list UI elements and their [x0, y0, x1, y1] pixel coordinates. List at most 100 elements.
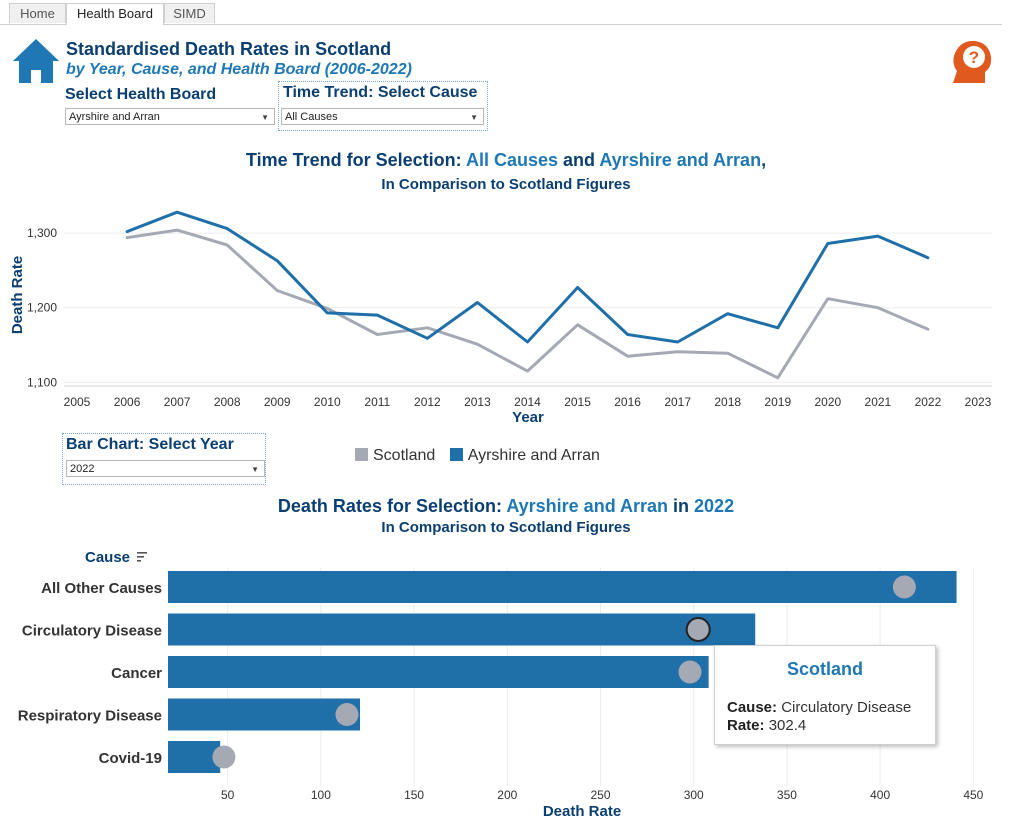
x-axis-label: Death Rate [543, 803, 621, 820]
page-subtitle: by Year, Cause, and Health Board (2006-2… [66, 61, 412, 78]
tab-health-board[interactable]: Health Board [66, 3, 164, 25]
tooltip-rate-value: 302.4 [768, 717, 807, 734]
x-tick-label: 2008 [214, 395, 241, 409]
x-tick-label: 2010 [314, 395, 341, 409]
cause-label: Time Trend: Select Cause [283, 84, 478, 101]
x-tick-label: 50 [221, 788, 235, 802]
bar [168, 698, 361, 731]
sort-icon[interactable] [137, 552, 147, 562]
bar [168, 656, 709, 688]
tab-simd[interactable]: SIMD [164, 3, 215, 23]
scotland-marker [678, 660, 702, 684]
trend-title-and: and [558, 150, 600, 170]
tab-home[interactable]: Home [9, 3, 66, 23]
trend-title-prefix: Time Trend for Selection: [245, 150, 466, 170]
year-select-value: 2022 [70, 463, 95, 475]
y-axis-label: Death Rate [9, 256, 26, 334]
x-tick-label: 350 [777, 788, 797, 802]
x-tick-label: 200 [497, 788, 517, 802]
x-tick-label: 2023 [965, 395, 992, 409]
bar-title-prefix: Death Rates for Selection: [277, 496, 507, 516]
tooltip-rate-label: Rate: [727, 717, 765, 734]
home-icon[interactable] [11, 37, 61, 85]
x-tick-label: 2007 [164, 395, 191, 409]
category-label: Covid-19 [99, 750, 162, 767]
trend-chart-title: Time Trend for Selection: All Causes and… [0, 150, 1012, 171]
scotland-marker [685, 617, 711, 642]
chevron-down-icon: ▼ [470, 113, 478, 122]
x-tick-label: 2021 [865, 395, 892, 409]
x-tick-label: 2005 [64, 395, 91, 409]
health-board-select[interactable]: Ayrshire and Arran ▼ [65, 108, 275, 125]
tooltip-cause-row: Cause: Circulatory Disease [727, 699, 911, 716]
bar-chart-subtitle: In Comparison to Scotland Figures [381, 519, 631, 536]
chevron-down-icon: ▼ [251, 465, 259, 474]
scotland-marker [335, 703, 359, 726]
bar-title-board: Ayrshire and Arran [506, 496, 669, 516]
scotland-marker [212, 745, 236, 769]
bar-title-in: in [668, 496, 695, 516]
x-tick-label: 250 [590, 788, 610, 802]
legend-label-scotland: Scotland [373, 447, 436, 464]
x-tick-label: 2014 [514, 395, 541, 409]
x-tick-label: 2011 [364, 395, 390, 409]
x-tick-label: 2017 [664, 395, 691, 409]
series-line-scotland [125, 228, 930, 380]
category-label: Circulatory Disease [22, 623, 162, 640]
health-board-select-value: Ayrshire and Arran [69, 111, 160, 123]
svg-text:?: ? [969, 48, 979, 67]
category-label: Respiratory Disease [18, 708, 162, 725]
year-control-box [62, 433, 266, 485]
tooltip-cause-value: Circulatory Disease [781, 699, 912, 716]
legend-label-board: Ayrshire and Arran [467, 447, 600, 464]
category-label: All Other Causes [41, 580, 162, 597]
legend-swatch-board[interactable] [449, 448, 463, 461]
x-tick-label: 2006 [114, 395, 141, 409]
cause-control-box [278, 81, 488, 131]
trend-title-board: Ayrshire and Arran [599, 150, 762, 170]
x-tick-label: 2013 [464, 395, 491, 409]
x-axis-label: Year [512, 409, 544, 426]
x-tick-label: 2015 [564, 395, 591, 409]
x-tick-label: 400 [870, 788, 890, 802]
x-tick-label: 2016 [614, 395, 641, 409]
cause-select-value: All Causes [285, 111, 338, 123]
bar-title-year: 2022 [694, 496, 735, 516]
x-tick-label: 300 [684, 788, 704, 802]
x-tick-label: 2018 [714, 395, 741, 409]
year-select[interactable]: 2022 ▼ [66, 460, 265, 477]
year-label: Bar Chart: Select Year [66, 436, 234, 453]
x-tick-label: 450 [963, 788, 983, 802]
x-tick-label: 150 [404, 788, 424, 802]
page-title: Standardised Death Rates in Scotland [66, 39, 392, 59]
bar [168, 571, 957, 603]
bar [168, 613, 756, 646]
y-tick-label: 1,100 [27, 375, 57, 389]
tooltip-cause-label: Cause: [727, 699, 778, 716]
x-tick-label: 2020 [814, 395, 841, 409]
legend: Scotland Ayrshire and Arran [355, 447, 600, 465]
bar [168, 741, 221, 773]
trend-title-cause: All Causes [465, 150, 558, 170]
trend-title-suffix: , [761, 150, 767, 170]
category-label: Cancer [111, 665, 162, 682]
series-line-board [125, 210, 930, 344]
bar-chart-title: Death Rates for Selection: Ayrshire and … [0, 496, 1012, 517]
scotland-marker [892, 575, 916, 599]
y-tick-label: 1,200 [27, 301, 57, 315]
chevron-down-icon: ▼ [261, 113, 269, 122]
x-tick-label: 2009 [264, 395, 291, 409]
cause-axis-label[interactable]: Cause [85, 549, 130, 566]
x-tick-label: 2019 [764, 395, 791, 409]
help-head-icon[interactable]: ? [947, 37, 995, 85]
cause-bar-chart: Cause Death Rate 50 100 150 200 250 300 350 400… [18, 549, 984, 820]
tooltip: Scotland Cause: Circulatory Disease Rate… [714, 645, 936, 745]
tooltip-title: Scotland [786, 659, 863, 679]
y-tick-label: 1,300 [27, 226, 57, 240]
cause-select[interactable]: All Causes ▼ [281, 108, 484, 125]
legend-swatch-scotland[interactable] [355, 448, 368, 461]
x-tick-label: 2022 [915, 395, 942, 409]
tooltip-rate-row: Rate: 302.4 [727, 717, 806, 734]
x-tick-label: 2012 [414, 395, 441, 409]
tab-bar: Home Health Board SIMD [0, 0, 1002, 25]
